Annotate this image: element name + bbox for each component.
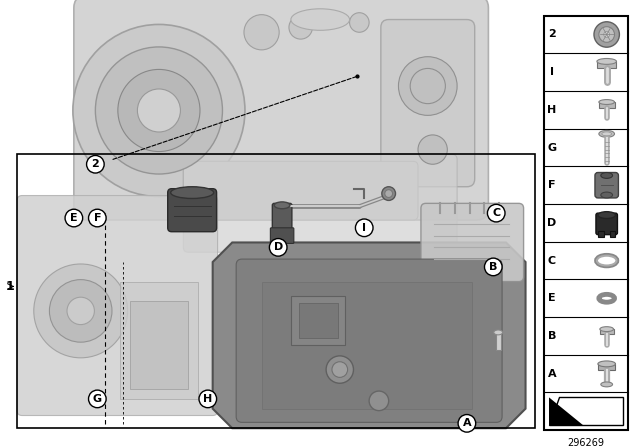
Bar [598,231,604,237]
Bar [262,282,472,409]
Circle shape [138,89,180,132]
Circle shape [385,190,392,198]
Circle shape [88,209,106,227]
Circle shape [199,390,216,408]
Bar [597,61,616,68]
FancyBboxPatch shape [595,172,618,198]
Text: I: I [550,67,554,77]
Circle shape [604,31,610,38]
Bar [600,329,614,334]
Circle shape [73,25,245,197]
Ellipse shape [600,327,614,332]
Bar [610,231,616,237]
Circle shape [49,280,112,342]
Circle shape [418,135,447,164]
Circle shape [86,155,104,173]
Text: 2: 2 [548,30,556,39]
Ellipse shape [598,211,616,219]
Ellipse shape [599,294,614,302]
Text: 1: 1 [6,280,15,293]
Circle shape [95,47,223,174]
Circle shape [88,390,106,408]
Circle shape [349,13,369,32]
Text: B: B [548,331,556,341]
Ellipse shape [599,130,614,137]
Circle shape [399,57,457,116]
Circle shape [594,22,620,47]
FancyBboxPatch shape [421,203,524,282]
Text: G: G [547,142,557,152]
Text: C: C [548,256,556,266]
Text: 2: 2 [92,159,99,169]
Ellipse shape [291,9,349,30]
Ellipse shape [601,192,612,198]
Polygon shape [549,397,623,425]
Text: F: F [93,213,101,223]
Polygon shape [549,397,583,425]
Circle shape [118,69,200,151]
Text: B: B [489,262,497,272]
Text: H: H [203,394,212,404]
Ellipse shape [598,361,616,367]
Bar [299,303,338,338]
FancyBboxPatch shape [596,213,618,235]
FancyBboxPatch shape [183,161,418,220]
FancyBboxPatch shape [273,203,292,233]
FancyBboxPatch shape [236,259,502,422]
FancyBboxPatch shape [168,189,216,232]
Ellipse shape [275,202,290,209]
Circle shape [488,204,505,222]
Bar [544,16,628,430]
Text: C: C [492,208,500,218]
Text: 296269: 296269 [568,438,605,448]
Circle shape [410,69,445,103]
Polygon shape [212,242,525,428]
Text: A: A [463,418,471,428]
Circle shape [65,209,83,227]
Bar [598,364,616,370]
Text: E: E [548,293,556,303]
Ellipse shape [601,172,612,178]
Ellipse shape [601,382,612,387]
Bar [291,296,345,345]
Bar [496,332,501,350]
FancyBboxPatch shape [17,195,218,415]
Circle shape [458,414,476,432]
FancyBboxPatch shape [74,0,488,220]
Text: F: F [548,180,556,190]
Circle shape [382,187,396,200]
Text: H: H [547,105,557,115]
Text: G: G [93,394,102,404]
FancyBboxPatch shape [270,228,294,243]
Circle shape [369,391,388,411]
Circle shape [355,219,373,237]
Ellipse shape [602,132,612,136]
Text: E: E [70,213,77,223]
Ellipse shape [597,256,616,266]
Circle shape [244,15,279,50]
Bar [129,301,188,389]
Ellipse shape [171,187,214,198]
Text: D: D [273,242,283,252]
Bar [17,155,535,428]
Text: I: I [362,223,366,233]
Circle shape [484,258,502,276]
Circle shape [332,362,348,377]
FancyBboxPatch shape [183,155,457,252]
Bar [120,282,198,399]
Ellipse shape [494,330,502,335]
Circle shape [326,356,353,383]
Text: D: D [547,218,557,228]
Text: A: A [548,369,556,379]
Bar [599,102,614,108]
Circle shape [34,264,127,358]
Circle shape [599,27,614,42]
Ellipse shape [597,59,616,65]
Ellipse shape [599,99,614,104]
Circle shape [289,16,312,39]
Circle shape [269,238,287,256]
Ellipse shape [597,256,616,266]
FancyBboxPatch shape [381,20,475,187]
Circle shape [67,297,94,325]
